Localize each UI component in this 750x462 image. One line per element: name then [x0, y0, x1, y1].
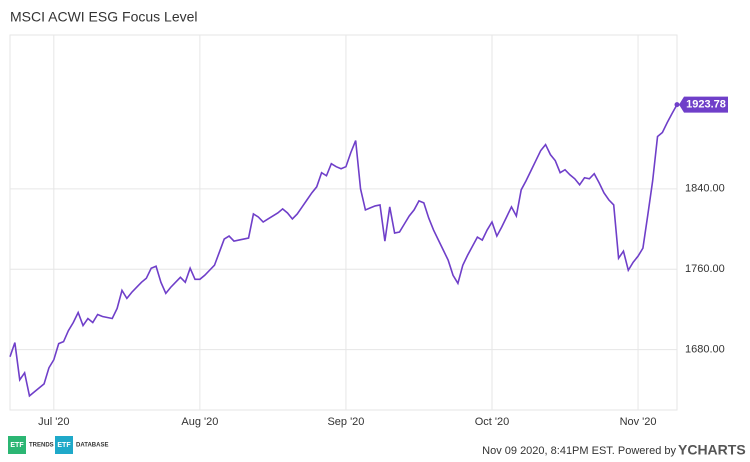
x-tick-label: Nov '20: [620, 416, 657, 428]
plot-frame: [9, 34, 678, 411]
logo-text: TRENDS: [29, 443, 54, 449]
x-tick-label: Aug '20: [181, 416, 218, 428]
y-tick-label: 1760.00: [685, 263, 725, 275]
x-tick-label: Sep '20: [327, 416, 364, 428]
y-tick-label: 1680.00: [685, 344, 725, 356]
footer: Nov 09 2020, 8:41PM EST. Powered by: [482, 445, 676, 457]
x-tick-label: Jul '20: [38, 416, 69, 428]
x-tick-label: Oct '20: [475, 416, 510, 428]
value-tag: [679, 96, 728, 113]
last-point: [674, 102, 680, 108]
logo-box: [55, 436, 73, 454]
chart-title: MSCI ACWI ESG Focus Level: [10, 9, 198, 25]
logo-text: ETF: [57, 442, 71, 449]
value-label: 1923.78: [686, 98, 726, 110]
logo-text: DATABASE: [76, 443, 108, 449]
logo-box: [8, 436, 26, 454]
brand: YCHARTS: [678, 442, 746, 458]
y-tick-label: 1840.00: [685, 183, 725, 195]
line: [9, 104, 678, 398]
logo-text: ETF: [10, 442, 24, 449]
